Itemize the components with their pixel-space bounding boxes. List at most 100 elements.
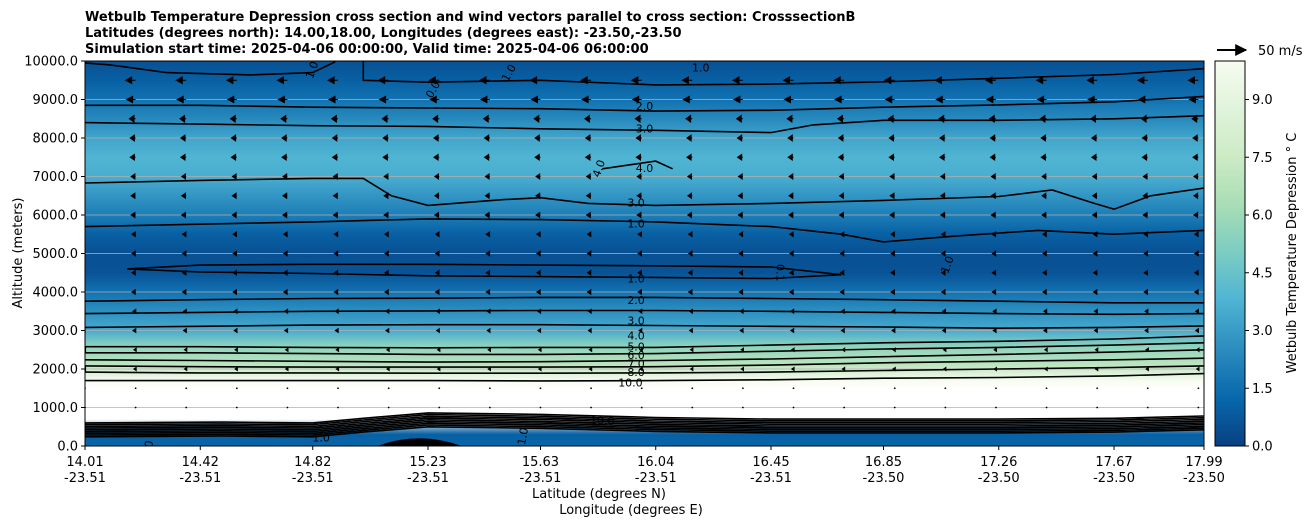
contour-1.0 <box>127 263 842 280</box>
wind-vector <box>888 153 895 162</box>
contour-9.0 <box>85 365 1204 374</box>
wind-vector <box>739 327 744 334</box>
wind-vector <box>590 387 592 390</box>
wind-vector <box>742 387 744 390</box>
wind-vector <box>175 76 187 85</box>
wind-vector <box>731 76 743 85</box>
wind-vector <box>536 231 541 238</box>
y-tick-label: 5000.0 <box>33 247 79 262</box>
wind-vector <box>789 250 794 257</box>
wind-vector <box>991 288 997 296</box>
wind-vector <box>484 172 490 181</box>
wind-vector <box>231 172 237 181</box>
colorbar-tick-label: 9.0 <box>1252 93 1273 108</box>
x-tick-label-lat: 16.04 <box>637 455 674 470</box>
x-tick-label-lat: 14.42 <box>182 455 219 470</box>
wind-vector <box>434 250 440 257</box>
wind-vector <box>334 327 339 334</box>
wind-vector <box>1090 153 1098 162</box>
wind-vector <box>634 114 642 123</box>
wind-vector <box>738 269 744 276</box>
wind-vector <box>433 153 440 162</box>
wind-vector <box>1143 269 1148 276</box>
wind-vector <box>337 406 339 409</box>
wind-vector <box>535 192 541 200</box>
wind-vector <box>232 231 237 238</box>
wind-vector <box>334 308 339 315</box>
wind-vector <box>687 269 693 276</box>
wind-vector <box>939 211 946 219</box>
wind-vector <box>482 114 490 123</box>
colorbar-tick-label: 4.5 <box>1252 266 1273 281</box>
wind-vector <box>1143 288 1148 296</box>
wind-vector <box>985 95 996 104</box>
wind-vector <box>638 327 643 334</box>
wind-vector <box>132 366 137 372</box>
wind-vector <box>935 95 946 104</box>
wind-vector <box>685 114 693 123</box>
wind-vector <box>85 269 86 276</box>
wind-vector <box>840 308 845 315</box>
wind-vector <box>688 327 693 334</box>
wind-vector <box>229 114 237 123</box>
x-tick-label-lat: 17.67 <box>1095 455 1132 470</box>
wind-vector <box>181 231 187 238</box>
wind-vector <box>131 327 137 334</box>
wind-vector <box>1039 114 1047 123</box>
wind-vector <box>383 192 389 200</box>
chart-title-line-2: Latitudes (degrees north): 14.00,18.00, … <box>85 26 682 41</box>
wind-vector <box>1040 134 1047 142</box>
wind-vector <box>732 95 743 104</box>
wind-vector <box>940 269 946 276</box>
wind-vector <box>782 76 794 85</box>
wind-vector <box>180 172 187 181</box>
wind-vector <box>787 134 794 142</box>
wind-vector <box>282 231 288 238</box>
wind-vector <box>735 114 743 123</box>
contour-label: 3.0 <box>627 196 645 209</box>
contour-label: 10.0 <box>618 377 643 390</box>
wind-vector <box>1193 269 1199 276</box>
wind-vector <box>75 77 85 84</box>
wind-vector <box>226 95 237 104</box>
wind-vector <box>687 250 693 257</box>
wind-vector <box>1094 347 1099 353</box>
wind-vector <box>742 406 744 409</box>
wind-vector <box>585 211 592 219</box>
wind-vector <box>1195 347 1200 353</box>
wind-vector <box>1144 308 1149 315</box>
wind-vector <box>282 250 288 257</box>
wind-vector <box>1043 347 1048 353</box>
contour-label: 5.0 <box>627 340 645 353</box>
contour-label: 0 <box>142 439 156 448</box>
wind-vector <box>942 366 947 372</box>
contour-8.0 <box>85 357 1204 368</box>
wind-vector <box>333 250 339 257</box>
contour-label: 3.0 <box>636 123 654 136</box>
wind-vector <box>382 153 389 162</box>
wind-vector <box>837 134 845 142</box>
wind-vector <box>1191 114 1199 123</box>
contour-label: 1.0 <box>303 60 321 81</box>
wind-vector <box>944 406 947 409</box>
wind-vector <box>225 76 237 85</box>
wind-vector <box>1141 153 1148 162</box>
wind-vector <box>486 327 491 334</box>
wind-vector <box>889 192 895 200</box>
wind-vector <box>989 134 996 142</box>
contour-label: 6.0 <box>627 349 645 362</box>
wind-vector <box>836 114 845 123</box>
wind-vector <box>635 153 642 162</box>
wind-vector <box>786 114 794 123</box>
wind-vector <box>636 192 642 200</box>
wind-vector <box>283 327 289 334</box>
wind-vector <box>1087 95 1098 104</box>
wind-vector <box>636 211 642 219</box>
wind-vector <box>738 250 744 257</box>
wind-vector <box>80 154 85 160</box>
wind-vector <box>1193 192 1199 200</box>
wind-vector <box>1143 231 1148 238</box>
wind-vector <box>1142 192 1148 200</box>
y-tick-label: 4000.0 <box>33 286 79 301</box>
